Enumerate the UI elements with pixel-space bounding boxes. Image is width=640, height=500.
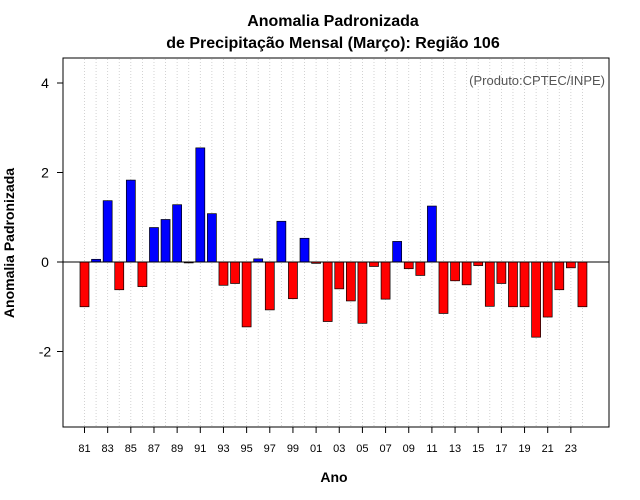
x-axis: 81 83 85 87 89 91 93 95 97 99 01 03 05 07 09 11 13 15 17 19… xyxy=(78,427,577,455)
x-tick-label: 83 xyxy=(102,443,114,455)
bar xyxy=(299,237,310,263)
bar xyxy=(531,261,541,338)
y-tick-label: 4 xyxy=(41,75,49,91)
plot-frame xyxy=(62,57,610,428)
x-tick-label: 95 xyxy=(240,443,252,455)
bar xyxy=(577,261,588,308)
x-tick-label: 13 xyxy=(449,443,461,455)
bar xyxy=(461,261,472,286)
x-tick-label: 89 xyxy=(171,443,183,455)
x-tick-label: 93 xyxy=(217,443,229,455)
bar xyxy=(566,261,576,269)
bar xyxy=(288,261,298,300)
bar xyxy=(114,261,125,291)
x-tick-label: 01 xyxy=(310,443,322,455)
x-tick-label: 19 xyxy=(518,443,530,455)
bar xyxy=(160,219,171,263)
y-tick-label: -2 xyxy=(39,344,52,360)
bar xyxy=(79,261,90,308)
x-tick-label: 09 xyxy=(403,443,415,455)
bar xyxy=(345,261,356,302)
bar xyxy=(207,213,217,263)
bar xyxy=(137,261,148,287)
bar xyxy=(322,261,333,322)
bar xyxy=(508,261,518,308)
bar xyxy=(264,261,275,311)
x-tick-label: 85 xyxy=(125,443,137,455)
bar xyxy=(241,261,252,328)
bar xyxy=(484,261,495,307)
bar xyxy=(149,227,159,263)
bar xyxy=(195,147,206,263)
bar xyxy=(450,261,460,282)
chart-subtitle: de Precipitação Mensal (Março): Região 1… xyxy=(166,35,500,52)
bar xyxy=(230,261,240,284)
bar xyxy=(392,241,403,263)
bar xyxy=(172,204,182,263)
bar xyxy=(334,261,345,290)
bar xyxy=(438,261,449,314)
bar xyxy=(519,261,530,308)
grid xyxy=(84,59,583,426)
bar xyxy=(276,220,287,263)
x-tick-label: 81 xyxy=(78,443,90,455)
bar xyxy=(369,261,379,267)
bar xyxy=(403,261,414,270)
x-axis-title: Ano xyxy=(320,469,347,485)
x-tick-label: 87 xyxy=(148,443,160,455)
x-tick-label: 97 xyxy=(264,443,276,455)
bar xyxy=(496,261,507,284)
x-tick-label: 23 xyxy=(565,443,577,455)
x-tick-label: 99 xyxy=(287,443,299,455)
bar xyxy=(125,179,136,263)
bars xyxy=(79,147,588,338)
x-tick-label: 07 xyxy=(379,443,391,455)
bar xyxy=(102,200,113,263)
bar xyxy=(415,261,426,276)
y-tick-label: 2 xyxy=(41,165,49,181)
y-tick-label: 0 xyxy=(41,254,49,270)
x-tick-label: 15 xyxy=(472,443,484,455)
bar xyxy=(380,261,391,300)
x-tick-label: 21 xyxy=(542,443,554,455)
x-tick-label: 91 xyxy=(194,443,206,455)
y-axis: -2 0 2 4 xyxy=(39,75,63,360)
bar xyxy=(357,261,368,324)
chart-title: Anomalia Padronizada xyxy=(247,13,419,30)
source-annotation: (Produto:CPTEC/INPE) xyxy=(469,73,605,88)
x-tick-label: 05 xyxy=(356,443,368,455)
x-tick-label: 03 xyxy=(333,443,345,455)
bar xyxy=(542,261,553,318)
x-tick-label: 17 xyxy=(495,443,507,455)
bar xyxy=(473,261,484,266)
bar xyxy=(218,261,229,286)
bar xyxy=(554,261,565,291)
x-tick-label: 11 xyxy=(426,443,437,455)
bar xyxy=(427,205,437,263)
y-axis-title: Anomalia Padronizada xyxy=(1,168,17,318)
